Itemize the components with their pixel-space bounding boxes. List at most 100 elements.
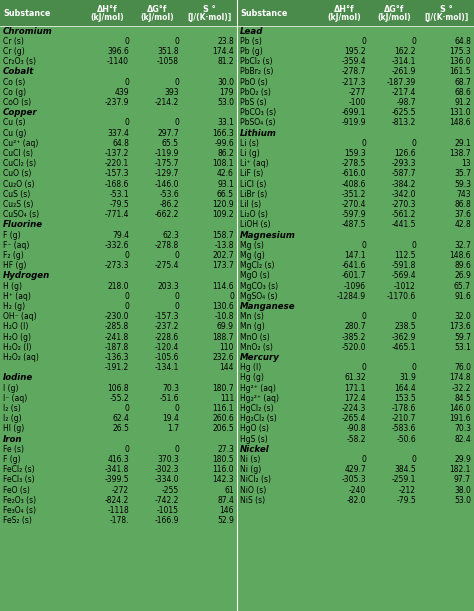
Text: 106.8: 106.8 bbox=[108, 384, 129, 393]
Text: 68.6: 68.6 bbox=[454, 88, 471, 97]
Text: -105.6: -105.6 bbox=[155, 353, 179, 362]
Text: -214.2: -214.2 bbox=[155, 98, 179, 107]
Text: -641.6: -641.6 bbox=[341, 261, 366, 270]
Text: -408.6: -408.6 bbox=[341, 180, 366, 189]
Text: 29.9: 29.9 bbox=[454, 455, 471, 464]
Text: -742.2: -742.2 bbox=[155, 496, 179, 505]
Text: 195.2: 195.2 bbox=[345, 47, 366, 56]
Text: 439: 439 bbox=[114, 88, 129, 97]
Text: 146: 146 bbox=[219, 506, 234, 515]
Text: PbBr₂ (s): PbBr₂ (s) bbox=[240, 67, 273, 76]
Text: OH⁻ (aq): OH⁻ (aq) bbox=[3, 312, 36, 321]
Text: 76.0: 76.0 bbox=[454, 363, 471, 372]
Text: MnO (s): MnO (s) bbox=[240, 332, 270, 342]
Text: 416.3: 416.3 bbox=[107, 455, 129, 464]
Text: 0: 0 bbox=[174, 37, 179, 46]
Text: -362.9: -362.9 bbox=[392, 332, 416, 342]
Text: 280.7: 280.7 bbox=[345, 323, 366, 331]
Text: 0: 0 bbox=[411, 37, 416, 46]
Text: -270.4: -270.4 bbox=[341, 200, 366, 209]
Text: 0: 0 bbox=[361, 455, 366, 464]
Text: -342.0: -342.0 bbox=[392, 190, 416, 199]
Text: Lithium: Lithium bbox=[240, 128, 277, 137]
Text: -278.8: -278.8 bbox=[155, 241, 179, 250]
Text: -351.2: -351.2 bbox=[342, 190, 366, 199]
Text: -384.2: -384.2 bbox=[392, 180, 416, 189]
Text: Li⁺ (aq): Li⁺ (aq) bbox=[240, 159, 269, 168]
Text: 59.7: 59.7 bbox=[454, 332, 471, 342]
Text: -217.4: -217.4 bbox=[392, 88, 416, 97]
Text: -53.1: -53.1 bbox=[109, 190, 129, 199]
Text: 19.4: 19.4 bbox=[162, 414, 179, 423]
Text: HI (g): HI (g) bbox=[3, 425, 24, 433]
Text: Cu₂O (s): Cu₂O (s) bbox=[3, 180, 35, 189]
Text: Iodine: Iodine bbox=[3, 373, 33, 382]
Text: Mn (g): Mn (g) bbox=[240, 323, 265, 331]
Text: -168.6: -168.6 bbox=[105, 180, 129, 189]
Text: Co (g): Co (g) bbox=[3, 88, 26, 97]
Text: 174.8: 174.8 bbox=[449, 373, 471, 382]
Text: F⁻ (aq): F⁻ (aq) bbox=[3, 241, 29, 250]
Text: I₂ (s): I₂ (s) bbox=[3, 404, 21, 413]
Text: Cobalt: Cobalt bbox=[3, 67, 35, 76]
Text: 0: 0 bbox=[174, 251, 179, 260]
Text: LiI (s): LiI (s) bbox=[240, 200, 261, 209]
Text: -175.7: -175.7 bbox=[155, 159, 179, 168]
Text: 171.1: 171.1 bbox=[345, 384, 366, 393]
Text: MgCO₃ (s): MgCO₃ (s) bbox=[240, 282, 278, 291]
Text: Nickel: Nickel bbox=[240, 445, 270, 454]
Text: 179: 179 bbox=[219, 88, 234, 97]
Text: -273.3: -273.3 bbox=[104, 261, 129, 270]
Text: Copper: Copper bbox=[3, 108, 37, 117]
Text: 37.6: 37.6 bbox=[454, 210, 471, 219]
Text: 109.2: 109.2 bbox=[212, 210, 234, 219]
Text: -187.8: -187.8 bbox=[105, 343, 129, 352]
Text: 114.6: 114.6 bbox=[212, 282, 234, 291]
Text: -10.8: -10.8 bbox=[215, 312, 234, 321]
Text: ΔH°f: ΔH°f bbox=[334, 4, 354, 13]
Text: 0: 0 bbox=[174, 302, 179, 311]
Text: 203.3: 203.3 bbox=[157, 282, 179, 291]
Text: -120.4: -120.4 bbox=[155, 343, 179, 352]
Text: -1118: -1118 bbox=[107, 506, 129, 515]
Text: 42.6: 42.6 bbox=[217, 169, 234, 178]
Text: -1012: -1012 bbox=[394, 282, 416, 291]
Text: -583.6: -583.6 bbox=[392, 425, 416, 433]
Text: H⁺ (aq): H⁺ (aq) bbox=[3, 292, 31, 301]
Text: Cr (g): Cr (g) bbox=[3, 47, 25, 56]
Text: NiS (s): NiS (s) bbox=[240, 496, 265, 505]
Text: 62.3: 62.3 bbox=[162, 230, 179, 240]
Text: -278.7: -278.7 bbox=[342, 67, 366, 76]
Text: 166.3: 166.3 bbox=[212, 128, 234, 137]
Text: HF (g): HF (g) bbox=[3, 261, 27, 270]
Text: -157.3: -157.3 bbox=[155, 312, 179, 321]
Text: -275.4: -275.4 bbox=[155, 261, 179, 270]
Text: Magnesium: Magnesium bbox=[240, 230, 296, 240]
Text: -359.4: -359.4 bbox=[341, 57, 366, 66]
Text: 52.9: 52.9 bbox=[217, 516, 234, 525]
Text: 61: 61 bbox=[224, 486, 234, 494]
Text: Fe₂O₃ (s): Fe₂O₃ (s) bbox=[3, 496, 36, 505]
Text: Substance: Substance bbox=[3, 9, 50, 18]
Text: -771.4: -771.4 bbox=[104, 210, 129, 219]
Text: 91.6: 91.6 bbox=[454, 292, 471, 301]
Text: 84.5: 84.5 bbox=[454, 394, 471, 403]
Text: -591.8: -591.8 bbox=[392, 261, 416, 270]
Text: 42.8: 42.8 bbox=[454, 221, 471, 229]
Text: 0: 0 bbox=[124, 445, 129, 454]
Text: HgCl₂ (s): HgCl₂ (s) bbox=[240, 404, 273, 413]
Text: 0: 0 bbox=[229, 292, 234, 301]
Text: MnO₂ (s): MnO₂ (s) bbox=[240, 343, 273, 352]
Text: -569.4: -569.4 bbox=[392, 271, 416, 280]
Text: 232.6: 232.6 bbox=[212, 353, 234, 362]
Text: 61.32: 61.32 bbox=[345, 373, 366, 382]
Text: Iron: Iron bbox=[3, 434, 22, 444]
Text: 0: 0 bbox=[174, 78, 179, 87]
Text: 188.7: 188.7 bbox=[212, 332, 234, 342]
Text: -597.9: -597.9 bbox=[341, 210, 366, 219]
Text: Cu₂S (s): Cu₂S (s) bbox=[3, 200, 33, 209]
Text: LiBr (s): LiBr (s) bbox=[240, 190, 267, 199]
Text: 0: 0 bbox=[124, 302, 129, 311]
Text: 29.1: 29.1 bbox=[454, 139, 471, 148]
Text: 86.8: 86.8 bbox=[454, 200, 471, 209]
